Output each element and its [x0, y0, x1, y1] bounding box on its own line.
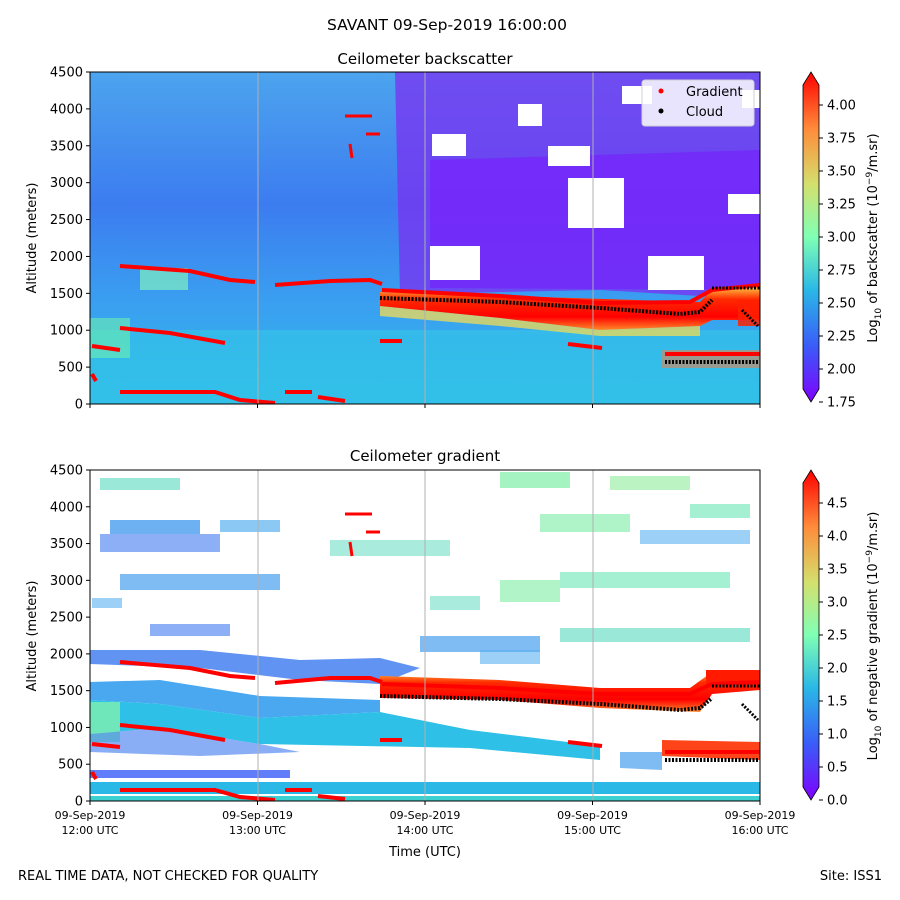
- x-tick-label-date: 09-Sep-2019: [390, 809, 461, 822]
- gradient-heatmap: [90, 470, 760, 801]
- backscatter-title: Ceilometer backscatter: [337, 50, 513, 68]
- legend-cloud-marker: [658, 108, 664, 114]
- colorbar-tick-label: 3.0: [827, 596, 848, 611]
- figure-suptitle: SAVANT 09-Sep-2019 16:00:00: [327, 16, 567, 34]
- y-tick-label: 1500: [50, 287, 83, 302]
- y-tick-label: 500: [58, 758, 83, 773]
- x-tick-label-date: 09-Sep-2019: [55, 809, 126, 822]
- backscatter-colorbar-ticks: 1.75 2.00 2.25 2.50 2.75 3.00 3.25 3.50 3.75 4.00: [819, 99, 856, 411]
- y-tick-label: 2500: [50, 611, 83, 626]
- x-tick-label-time: 15:00 UTC: [564, 824, 621, 837]
- y-tick-label: 0: [75, 398, 83, 413]
- backscatter-y-ticks: 0 500 1000 1500 2000 2500 3000 3500 4000 4500: [50, 66, 90, 413]
- y-tick-label: 3500: [50, 139, 83, 154]
- gradient-y-ticks: 0 500 1000 1500 2000 2500 3000 3500 4000 4500: [50, 464, 90, 810]
- y-tick-label: 0: [75, 795, 83, 810]
- colorbar-tick-label: 2.75: [827, 264, 856, 279]
- y-tick-label: 500: [58, 361, 83, 376]
- colorbar-tick-label: 1.5: [827, 695, 848, 710]
- y-tick-label: 4500: [50, 66, 83, 81]
- y-tick-label: 3000: [50, 176, 83, 191]
- y-tick-label: 4000: [50, 500, 83, 515]
- y-tick-label: 4500: [50, 464, 83, 479]
- x-tick-label-time: 14:00 UTC: [396, 824, 453, 837]
- x-tick-label-date: 09-Sep-2019: [222, 809, 293, 822]
- colorbar-tick-label: 1.75: [827, 396, 856, 411]
- y-tick-label: 2500: [50, 213, 83, 228]
- gradient-panel: Ceilometer gradient: [25, 447, 884, 860]
- y-tick-label: 2000: [50, 250, 83, 265]
- colorbar-tick-label: 4.00: [827, 99, 856, 114]
- colorbar-tick-label: 3.75: [827, 132, 856, 147]
- x-tick-label-time: 13:00 UTC: [229, 824, 286, 837]
- gradient-colorbar: 0.0 0.5 1.0 1.5 2.0 2.5 3.0 3.5 4.0 4.5 Log10 of …: [802, 469, 884, 809]
- gradient-colorbar-label: Log10 of negative gradient (10−9/m.sr): [865, 512, 884, 761]
- backscatter-ylabel: Altitude (meters): [25, 183, 40, 294]
- y-tick-label: 3500: [50, 537, 83, 552]
- colorbar-tick-label: 4.5: [827, 497, 848, 512]
- colorbar-tick-label: 2.0: [827, 662, 848, 677]
- gradient-title: Ceilometer gradient: [350, 447, 500, 465]
- backscatter-colorbar: 1.75 2.00 2.25 2.50 2.75 3.00 3.25 3.50 3.75 4.00…: [802, 71, 884, 411]
- y-tick-label: 1000: [50, 721, 83, 736]
- colorbar-tick-label: 0.0: [827, 794, 848, 809]
- y-tick-label: 1000: [50, 324, 83, 339]
- colorbar-tick-label: 2.25: [827, 330, 856, 345]
- colorbar-tick-label: 2.00: [827, 363, 856, 378]
- x-tick-label-time: 16:00 UTC: [731, 824, 788, 837]
- gradient-x-ticks: 09-Sep-2019 12:00 UTC 09-Sep-2019 13:00 UTC…: [55, 801, 796, 837]
- colorbar-tick-label: 3.00: [827, 231, 856, 246]
- y-tick-label: 2000: [50, 647, 83, 662]
- backscatter-panel: Ceilometer backscatter: [25, 50, 884, 413]
- backscatter-colorbar-label: Log10 of backscatter (10−9/m.sr): [865, 133, 884, 342]
- legend-cloud-label: Cloud: [686, 105, 723, 120]
- backscatter-x-ticks: [89, 404, 761, 408]
- colorbar-tick-label: 2.5: [827, 629, 848, 644]
- quality-disclaimer: REAL TIME DATA, NOT CHECKED FOR QUALITY: [18, 869, 319, 884]
- y-tick-label: 3000: [50, 574, 83, 589]
- backscatter-heatmap: [90, 72, 760, 404]
- gradient-ylabel: Altitude (meters): [25, 581, 40, 692]
- colorbar-tick-label: 4.0: [827, 530, 848, 545]
- colorbar-tick-label: 2.50: [827, 297, 856, 312]
- legend: Gradient Cloud: [641, 79, 755, 127]
- gradient-colorbar-ticks: 0.0 0.5 1.0 1.5 2.0 2.5 3.0 3.5 4.0 4.5: [819, 497, 848, 809]
- colorbar-tick-label: 3.25: [827, 198, 856, 213]
- colorbar-tick-label: 0.5: [827, 761, 848, 776]
- site-label: Site: ISS1: [819, 869, 882, 884]
- colorbar-tick-label: 3.50: [827, 165, 856, 180]
- colorbar-tick-label: 3.5: [827, 563, 848, 578]
- legend-gradient-marker: [658, 88, 664, 94]
- y-tick-label: 4000: [50, 102, 83, 117]
- x-tick-label-date: 09-Sep-2019: [557, 809, 628, 822]
- x-tick-label-date: 09-Sep-2019: [725, 809, 796, 822]
- colorbar-tick-label: 1.0: [827, 728, 848, 743]
- gradient-xlabel: Time (UTC): [388, 845, 461, 860]
- y-tick-label: 1500: [50, 684, 83, 699]
- legend-gradient-label: Gradient: [686, 85, 743, 100]
- x-tick-label-time: 12:00 UTC: [61, 824, 118, 837]
